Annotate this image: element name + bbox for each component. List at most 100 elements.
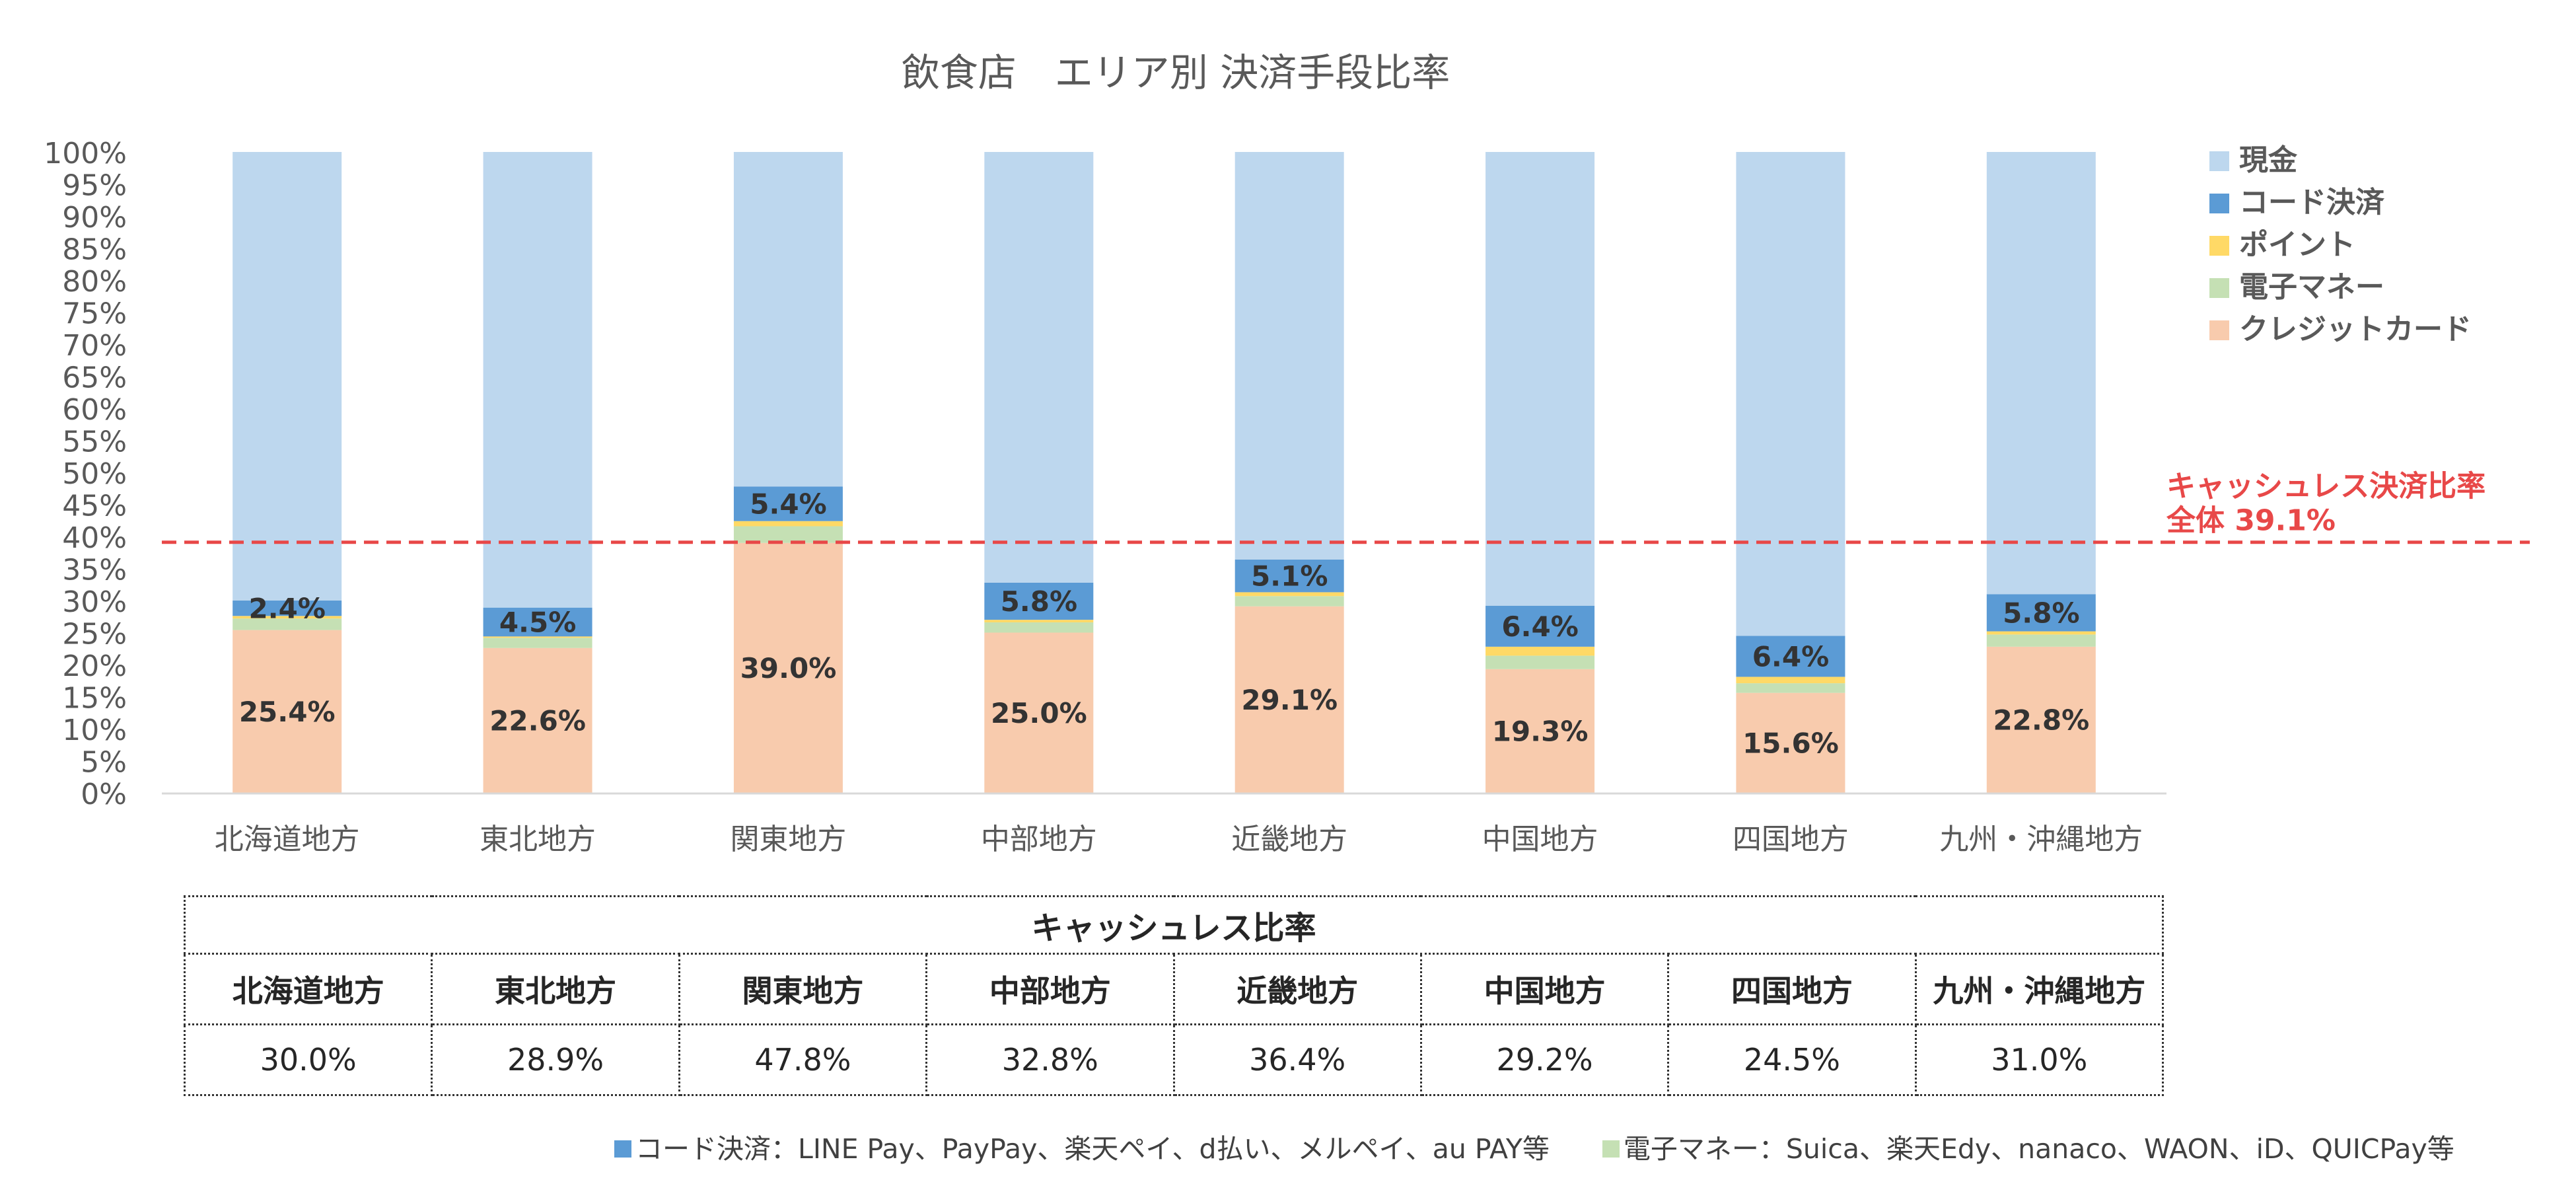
data-label: 5.8% [1001, 585, 1077, 618]
table-title: キャッシュレス比率 [184, 895, 2164, 955]
bar-segment [233, 601, 342, 616]
bar-segment [1736, 683, 1845, 693]
y-tick-label: 95% [62, 169, 127, 203]
bar-segment [1234, 592, 1344, 597]
y-tick-label: 40% [62, 521, 127, 555]
y-tick-label: 70% [62, 329, 127, 363]
y-tick-label: 50% [62, 457, 127, 491]
y-tick-label: 90% [62, 201, 127, 235]
table-header-cell: 東北地方 [431, 953, 680, 1025]
data-label: 22.6% [489, 704, 586, 737]
y-tick-label: 100% [44, 137, 127, 170]
y-tick-label: 45% [62, 490, 127, 523]
legend-swatch-icon [2209, 236, 2229, 256]
table-value-cell: 31.0% [1914, 1023, 2165, 1096]
data-label: 19.3% [1492, 715, 1589, 747]
bar-segment [1485, 646, 1595, 656]
bar-segment [1736, 677, 1845, 684]
table-header-cell: 九州・沖縄地方 [1914, 953, 2165, 1025]
bar-segment [733, 521, 843, 527]
bar-segment [483, 607, 592, 637]
bar-segment [733, 152, 843, 487]
bar-segment [1485, 152, 1595, 606]
bar-segment [1736, 692, 1845, 793]
footnote-emoney: 電子マネー：Suica、楽天Edy、nanaco、WAON、iD、QUICPay… [1623, 1133, 2454, 1165]
y-tick-label: 65% [62, 361, 127, 395]
legend-swatch-icon [2209, 320, 2229, 340]
data-label: 25.0% [991, 697, 1087, 729]
footnote: コード決済：LINE Pay、PayPay、楽天ペイ、d払い、メルペイ、au P… [614, 1126, 2530, 1166]
table-value-cell: 47.8% [678, 1023, 928, 1096]
y-tick-label: 85% [62, 233, 127, 267]
y-tick-label: 25% [62, 618, 127, 651]
data-label: 22.8% [1993, 704, 2089, 736]
table-header-cell: 近畿地方 [1172, 953, 1422, 1025]
bar-segment [1986, 594, 2096, 632]
table-value-cell: 29.2% [1419, 1023, 1670, 1096]
table-header-cell: 中部地方 [925, 953, 1175, 1025]
y-tick-label: 60% [62, 393, 127, 427]
bar-segment [483, 636, 592, 638]
table-header-cell: 四国地方 [1667, 953, 1917, 1025]
y-tick-label: 10% [62, 714, 127, 747]
y-tick-label: 20% [62, 649, 127, 683]
data-label: 5.8% [2003, 597, 2079, 629]
bar-segment [984, 620, 1094, 622]
data-label: 39.0% [740, 652, 837, 684]
x-tick-label: 中国地方 [1482, 823, 1598, 856]
emoney-swatch-icon [1602, 1140, 1620, 1158]
bar-segment [1234, 606, 1344, 793]
bar-segment [1485, 655, 1595, 669]
data-label: 5.4% [750, 488, 826, 521]
reference-line-label: キャッシュレス決済比率 [2166, 470, 2486, 503]
data-label: 6.4% [1501, 610, 1578, 643]
bar-segment [1234, 596, 1344, 607]
bar-segment [233, 152, 342, 601]
bar-segment [483, 638, 592, 648]
y-tick-label: 15% [62, 682, 127, 716]
bar-segment [233, 616, 342, 619]
y-tick-label: 75% [62, 297, 127, 331]
legend-swatch-icon [2209, 194, 2229, 213]
bar-segment [1986, 152, 2096, 595]
data-label: 29.1% [1241, 684, 1338, 716]
bar-segment [984, 152, 1094, 583]
bar-segment [733, 486, 843, 521]
x-tick-label: 東北地方 [480, 823, 596, 856]
bar-segment [1485, 669, 1595, 793]
x-tick-label: 九州・沖縄地方 [1939, 823, 2143, 856]
legend-entry: クレジットカード [2239, 313, 2472, 346]
bar-segment [233, 618, 342, 630]
data-label: 6.4% [1752, 640, 1829, 673]
data-label: 15.6% [1742, 727, 1839, 759]
table-value-cell: 36.4% [1172, 1023, 1422, 1096]
code-payment-swatch-icon [614, 1140, 631, 1158]
bar-segment [1234, 559, 1344, 593]
legend-swatch-icon [2209, 151, 2229, 171]
bar-segment [1986, 631, 2096, 635]
legend-entry: コード決済 [2239, 186, 2385, 219]
table-header-row: 北海道地方 東北地方 関東地方 中部地方 近畿地方 中国地方 四国地方 九州・沖縄地方 [183, 953, 2165, 1025]
data-label: 4.5% [499, 606, 576, 638]
bar-segment [1736, 636, 1845, 677]
y-tick-label: 30% [62, 585, 127, 619]
bar-segment [483, 647, 592, 793]
table-value-cell: 32.8% [925, 1023, 1175, 1096]
legend-entry: ポイント [2239, 228, 2355, 262]
stacked-bar-chart: 飲食店 エリア別 決済手段比率 25.4% 2.4% 22.6% 4.5% 39.0% 5… [44, 50, 2530, 856]
data-label: 2.4% [248, 593, 325, 625]
bar-segment [984, 582, 1094, 620]
legend-entry: 電子マネー [2239, 270, 2384, 304]
table-header-cell: 関東地方 [678, 953, 928, 1025]
bar-segment [233, 630, 342, 793]
bar-segment [733, 542, 843, 793]
footnote-code-payment: コード決済：LINE Pay、PayPay、楽天ペイ、d払い、メルペイ、au P… [635, 1133, 1550, 1165]
bar-segment [1986, 646, 2096, 793]
data-label: 25.4% [239, 696, 336, 728]
bar-segment [1485, 605, 1595, 647]
y-tick-label: 55% [62, 425, 127, 459]
bar-segment [483, 152, 592, 608]
bar-segment [984, 632, 1094, 793]
table-header-cell: 北海道地方 [183, 953, 433, 1025]
bar-segment [1736, 152, 1845, 636]
